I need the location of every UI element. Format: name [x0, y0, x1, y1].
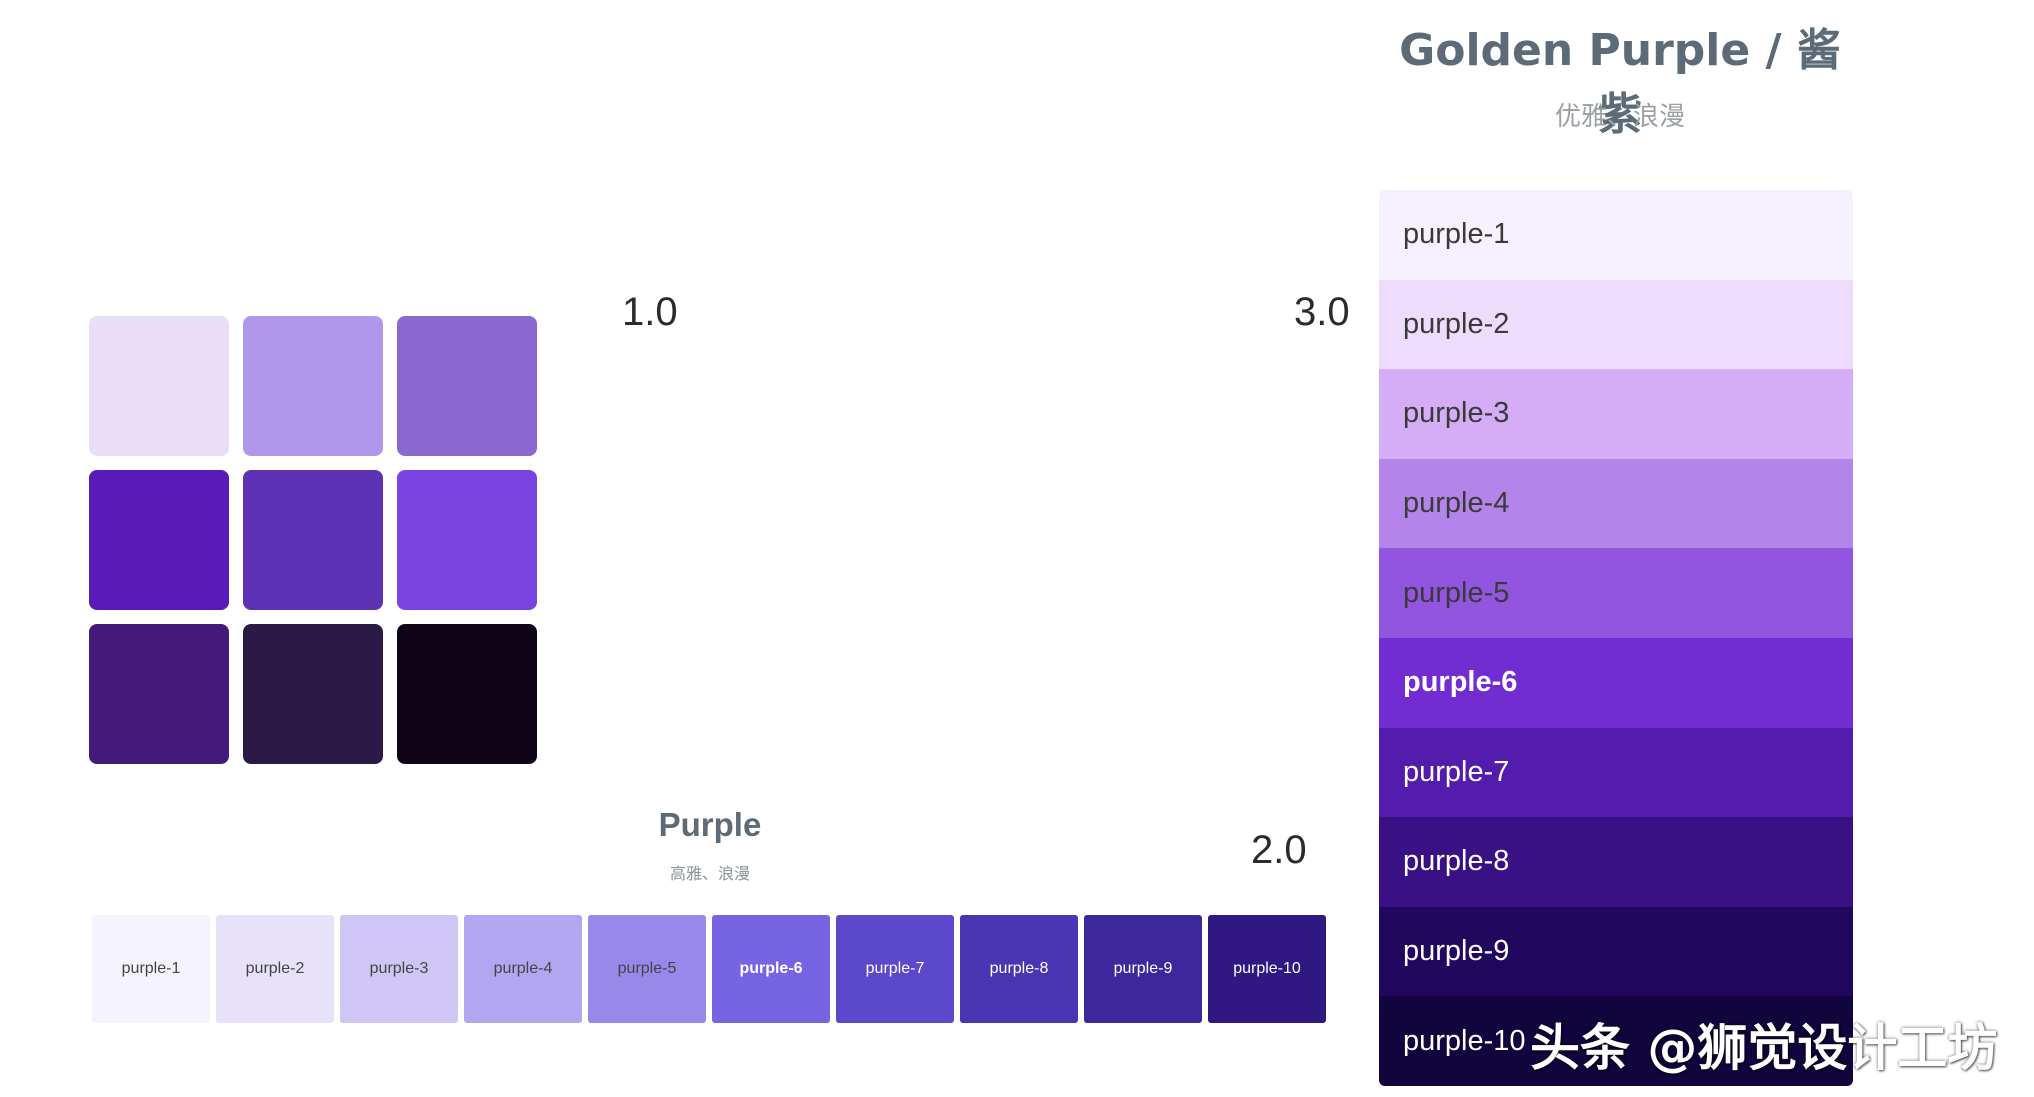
golden-purple-swatch: purple-8: [1379, 817, 1853, 907]
palette-swatch: purple-8: [960, 915, 1078, 1023]
watermark: 头条 @狮觉设计工坊: [1530, 1019, 1998, 1077]
golden-purple-swatch: purple-7: [1379, 727, 1853, 818]
color-square: [397, 316, 537, 456]
palette-swatch: purple-5: [588, 915, 706, 1023]
version-1-swatch-grid: [89, 316, 537, 764]
golden-purple-swatch-label: purple-4: [1403, 487, 1510, 520]
palette-swatch-label: purple-1: [121, 960, 181, 977]
color-square: [397, 624, 537, 764]
palette-swatch: purple-10: [1208, 915, 1326, 1023]
golden-purple-swatch: purple-10: [1379, 996, 1853, 1086]
golden-purple-swatch: purple-3: [1379, 369, 1853, 459]
golden-purple-swatch-label: purple-2: [1403, 307, 1510, 340]
color-square: [89, 470, 229, 610]
golden-purple-swatch-label: purple-5: [1403, 576, 1510, 609]
palette-swatch-label: purple-9: [1113, 960, 1173, 977]
golden-purple-swatch: purple-6: [1379, 637, 1853, 728]
golden-purple-title: Golden Purple / 酱紫: [1399, 25, 1841, 140]
golden-purple-swatch: purple-2: [1379, 279, 1853, 370]
golden-purple-swatch-label: purple-1: [1403, 218, 1510, 251]
version-1-label: 1.0: [622, 290, 678, 334]
golden-purple-swatch: purple-9: [1379, 906, 1853, 997]
palette-swatch-label: purple-5: [617, 960, 677, 977]
golden-purple-swatch: purple-5: [1379, 548, 1853, 638]
color-square: [243, 470, 383, 610]
palette-swatch-label: purple-6: [739, 960, 803, 977]
palette-swatch: purple-1: [92, 915, 210, 1023]
version-3-label: 3.0: [1294, 290, 1350, 334]
golden-purple-swatch-label: purple-3: [1403, 397, 1510, 430]
palette-swatch: purple-6: [712, 915, 830, 1023]
golden-purple-swatch-label: purple-10: [1403, 1024, 1526, 1057]
palette-swatch-label: purple-2: [245, 960, 305, 977]
golden-purple-swatch-label: purple-9: [1403, 935, 1510, 968]
palette-swatch-label: purple-3: [369, 960, 429, 977]
purple-subtitle: 高雅、浪漫: [669, 864, 750, 883]
color-square: [89, 624, 229, 764]
palette-swatch-label: purple-4: [493, 960, 553, 977]
version-3-palette-stack: purple-1 purple-2 purple-3 purple-4 purple-5…: [1379, 190, 1853, 1086]
golden-purple-swatch-label: purple-6: [1403, 666, 1518, 699]
color-square: [243, 624, 383, 764]
golden-purple-subtitle: 优雅、浪漫: [1554, 102, 1685, 132]
palette-swatch-label: purple-10: [1233, 960, 1301, 977]
version-2-palette-row: purple-1 purple-2 purple-3 purple-4 purple-5…: [92, 915, 1326, 1023]
purple-title: Purple: [658, 806, 762, 843]
color-square: [243, 316, 383, 456]
golden-purple-swatch-label: purple-7: [1403, 755, 1510, 788]
golden-purple-swatch-label: purple-8: [1403, 845, 1510, 878]
color-square: [397, 470, 537, 610]
palette-swatch: purple-7: [836, 915, 954, 1023]
palette-swatch-label: purple-7: [865, 960, 925, 977]
palette-swatch: purple-3: [340, 915, 458, 1023]
palette-swatch: purple-2: [216, 915, 334, 1023]
palette-swatch: purple-9: [1084, 915, 1202, 1023]
version-2-label: 2.0: [1251, 828, 1307, 872]
color-square: [89, 316, 229, 456]
golden-purple-swatch: purple-4: [1379, 458, 1853, 549]
palette-swatch-label: purple-8: [989, 960, 1049, 977]
golden-purple-swatch: purple-1: [1379, 190, 1853, 280]
palette-swatch: purple-4: [464, 915, 582, 1023]
